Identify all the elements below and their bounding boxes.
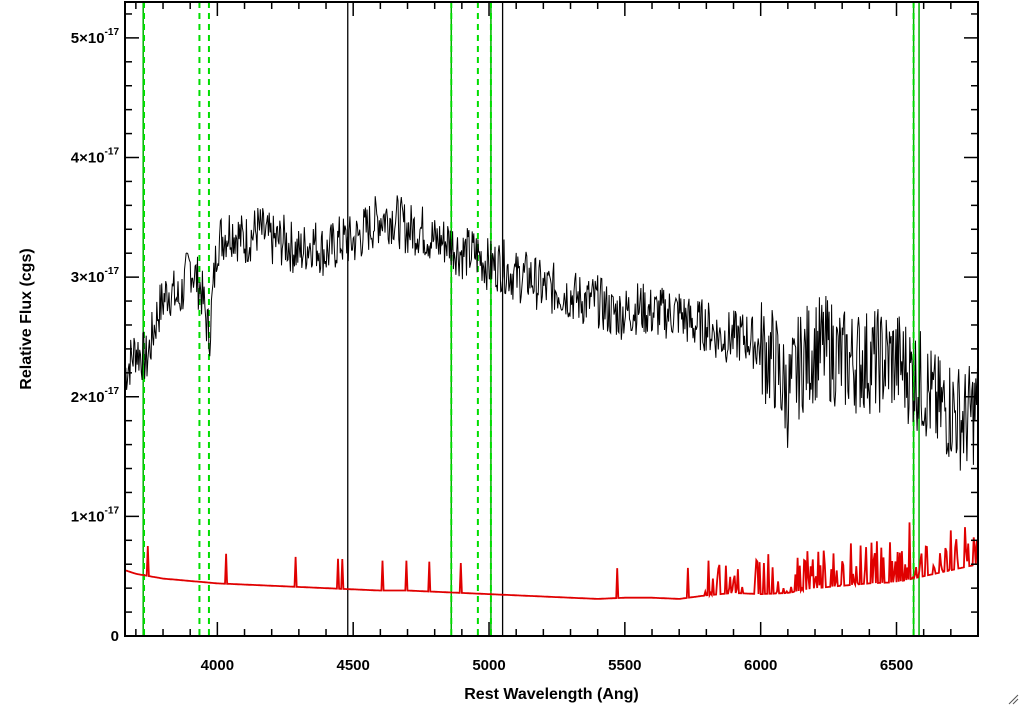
y-tick-label-2: 2×10-17: [71, 386, 120, 406]
y-tick-label-0: 0: [111, 628, 119, 645]
x-tick-label-4: 6000: [744, 657, 777, 674]
series-spectrum: [124, 195, 978, 471]
axis-tick-labels: 4000 4500 5000 5500 6000 6500 0 1×10-17 2×10-17 3…: [71, 27, 913, 674]
resize-grip-icon[interactable]: [1008, 694, 1019, 705]
plot-frame: [124, 1, 979, 637]
series-error: [124, 522, 979, 600]
x-tick-label-2: 5000: [472, 657, 505, 674]
emission-line-markers: [142, 2, 920, 636]
x-tick-label-5: 6500: [880, 657, 913, 674]
series-layer: [124, 195, 979, 600]
axis-ticks: [125, 2, 979, 637]
x-tick-label-0: 4000: [201, 657, 234, 674]
x-tick-label-3: 5500: [608, 657, 641, 674]
y-tick-label-1: 1×10-17: [71, 505, 120, 525]
y-tick-label-4: 4×10-17: [71, 147, 120, 167]
y-tick-label-5: 5×10-17: [71, 27, 120, 47]
x-tick-label-1: 4500: [337, 657, 370, 674]
x-axis-label: Rest Wavelength (Ang): [464, 686, 639, 703]
y-tick-label-3: 3×10-17: [71, 266, 120, 286]
y-axis-label: Relative Flux (cgs): [18, 248, 35, 389]
